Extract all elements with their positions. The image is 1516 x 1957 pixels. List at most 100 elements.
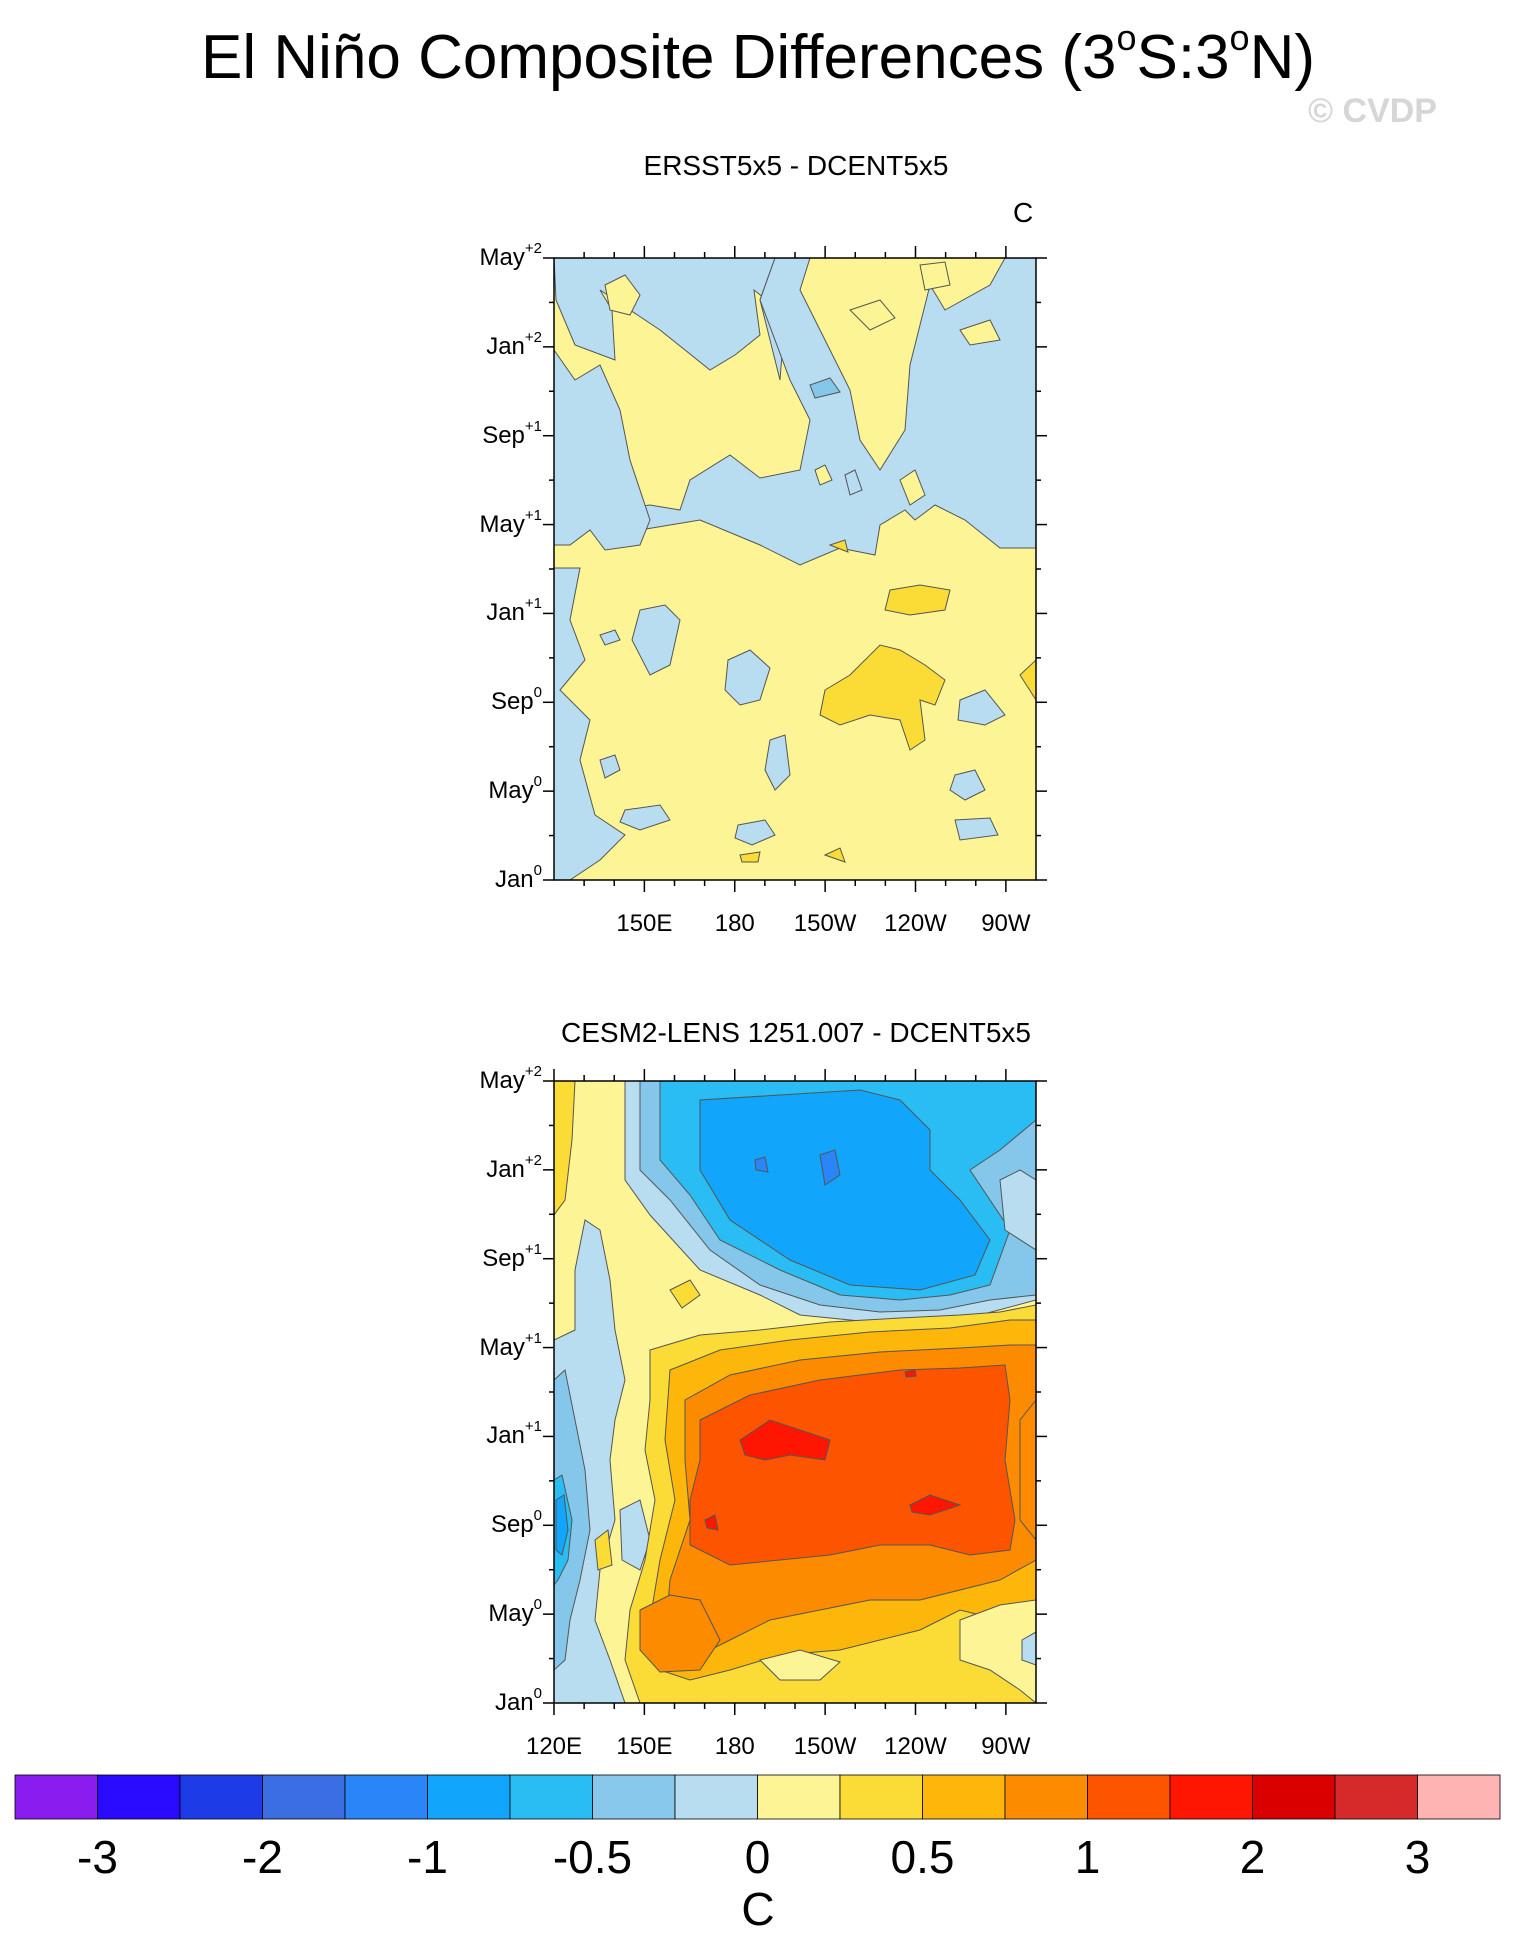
colorbar-box [757,1774,841,1820]
panel2-warm-red-b [909,1494,962,1516]
colorbar-box [427,1774,511,1820]
colorbar-box [1087,1774,1171,1820]
panel2-warm-orange-blob [639,1594,721,1673]
panel1-neg-blob-c [764,734,791,791]
colorbar-box [1417,1774,1501,1820]
colorbar-box [509,1774,593,1820]
panel1-gold-blob-f [828,539,849,553]
panel2-xtick-label: 90W [981,1733,1031,1760]
panel2-ytick-label: May+2 [479,1063,542,1094]
panel1-neg-blob-i [844,469,863,496]
copyright-watermark: © CVDP [1308,92,1437,130]
colorbar [14,1774,1501,1820]
panel1-ytick-label: May+1 [479,506,542,538]
panel1-pos-blob-b [849,299,896,331]
figure-title: El Niño Composite Differences (3oS:3oN) [200,17,1315,93]
colorbar-box [14,1774,98,1820]
panel2-ytick-label: Jan+2 [486,1151,542,1183]
panel1-neg-blob-k [954,817,999,841]
panel1-pos-blob-a [604,274,641,316]
panel2-warm-redorange [689,1364,1016,1566]
panel2-warm-red-a [739,1419,831,1461]
panel2-cold-core [819,1149,841,1186]
panel1-blue-blob-small [809,377,841,399]
colorbar-box [1169,1774,1253,1820]
panel2-left-bluedark [555,1494,569,1556]
panel2-xtick-label: 180 [714,1733,755,1760]
panel2-bluish-lr [1021,1631,1036,1666]
panel1-xtick-label: 120W [884,910,947,937]
panel1-gold-blob-b [884,584,951,616]
panel1-neg-blob-g [957,689,1006,726]
colorbar-tick-label: -1 [407,1831,448,1883]
colorbar-tick-label: 1 [1074,1831,1101,1883]
colorbar-box [592,1774,676,1820]
panel2-gold-blob-left [594,1529,613,1571]
panel1-ytick-label: Jan0 [494,862,542,893]
panel2-yellow-patch-lr [959,1599,1036,1703]
panel1-xtick-label: 150E [616,910,673,937]
panel2-ytick-label: Jan0 [494,1685,542,1716]
colorbar-box [344,1774,428,1820]
colorbar-tick-label: -2 [242,1831,283,1883]
panel1-neg-blob-j [599,629,621,646]
colorbar-box [674,1774,758,1820]
panel1-gold-blob-c [1019,659,1036,701]
panel1-gold-blob-e [739,851,761,863]
colorbar-box [262,1774,346,1820]
panel1-ytick-label: Jan+2 [486,328,542,360]
panel2-xtick-label: 120E [525,1733,583,1760]
panel1-xtick-label: 180 [714,910,755,937]
panel1-neg-region-left [554,349,651,551]
panel1-xtick-label: 90W [981,910,1031,937]
colorbar-unit: C [741,1883,775,1935]
panel2-contours [554,1081,1036,1703]
panel1-gold-blob-d [823,847,846,863]
panel1-ytick-label: May0 [488,773,542,805]
panel1-gold-blob-a [819,644,946,751]
colorbar-tick-label: 3 [1404,1831,1431,1883]
colorbar-box [1334,1774,1418,1820]
colorbar-box [839,1774,923,1820]
panel1-xtick-label: 150W [793,910,857,937]
panel2-xtick-label: 150W [793,1733,857,1760]
panel1-neg-blob-e [599,754,621,779]
colorbar-tick-label: 0 [744,1831,771,1883]
axis-ticks [543,246,1047,1715]
panel1-neg-blob-b [724,649,771,706]
panel2-ytick-label: Sep0 [490,1507,542,1539]
colorbar-box [97,1774,181,1820]
panel1-neg-region-right [609,258,1036,566]
panel2-cold-bluedark [699,1089,991,1291]
panel1-title: ERSST5x5 - DCENT5x5 [643,150,949,181]
colorbar-box [1004,1774,1088,1820]
colorbar-tick-label: -0.5 [552,1831,633,1883]
panel2-ytick-label: May0 [488,1596,542,1628]
panel2-xtick-label: 150E [616,1733,673,1760]
panel1-ytick-label: Sep+1 [482,417,542,449]
panel1-ytick-label: May+2 [479,240,542,271]
panel1-pos-blob-e [959,319,1001,346]
colorbar-box [1252,1774,1336,1820]
panel1-ytick-label: Jan+1 [486,595,542,627]
panel1-ytick-label: Sep0 [490,684,542,716]
colorbar-box [179,1774,263,1820]
panel1-pos-blob-c [919,261,951,291]
panel1-neg-blob-h [734,819,776,846]
panel2-gold-left-strip [554,1081,576,1216]
panel2-bluish-blob [619,1499,651,1571]
panel2-ytick-label: Jan+1 [486,1418,542,1450]
panel1-neg-blob-d [619,804,671,831]
panel2-cold-core2 [754,1156,769,1173]
panel2-yellow-patch-mid [759,1649,841,1681]
colorbar-tick-label: -3 [77,1831,118,1883]
panel1-units: C [1013,197,1034,228]
panel2-warm-red-d [904,1369,917,1378]
panel2-ytick-label: Sep+1 [482,1240,542,1272]
panel1-contours [554,258,1036,880]
panel2-warm-red-c [704,1514,719,1531]
panel2-gold-blob-mid [669,1279,701,1309]
panel1-neg-region-left2 [554,567,626,880]
panel1-neg-blob-a [631,604,681,676]
